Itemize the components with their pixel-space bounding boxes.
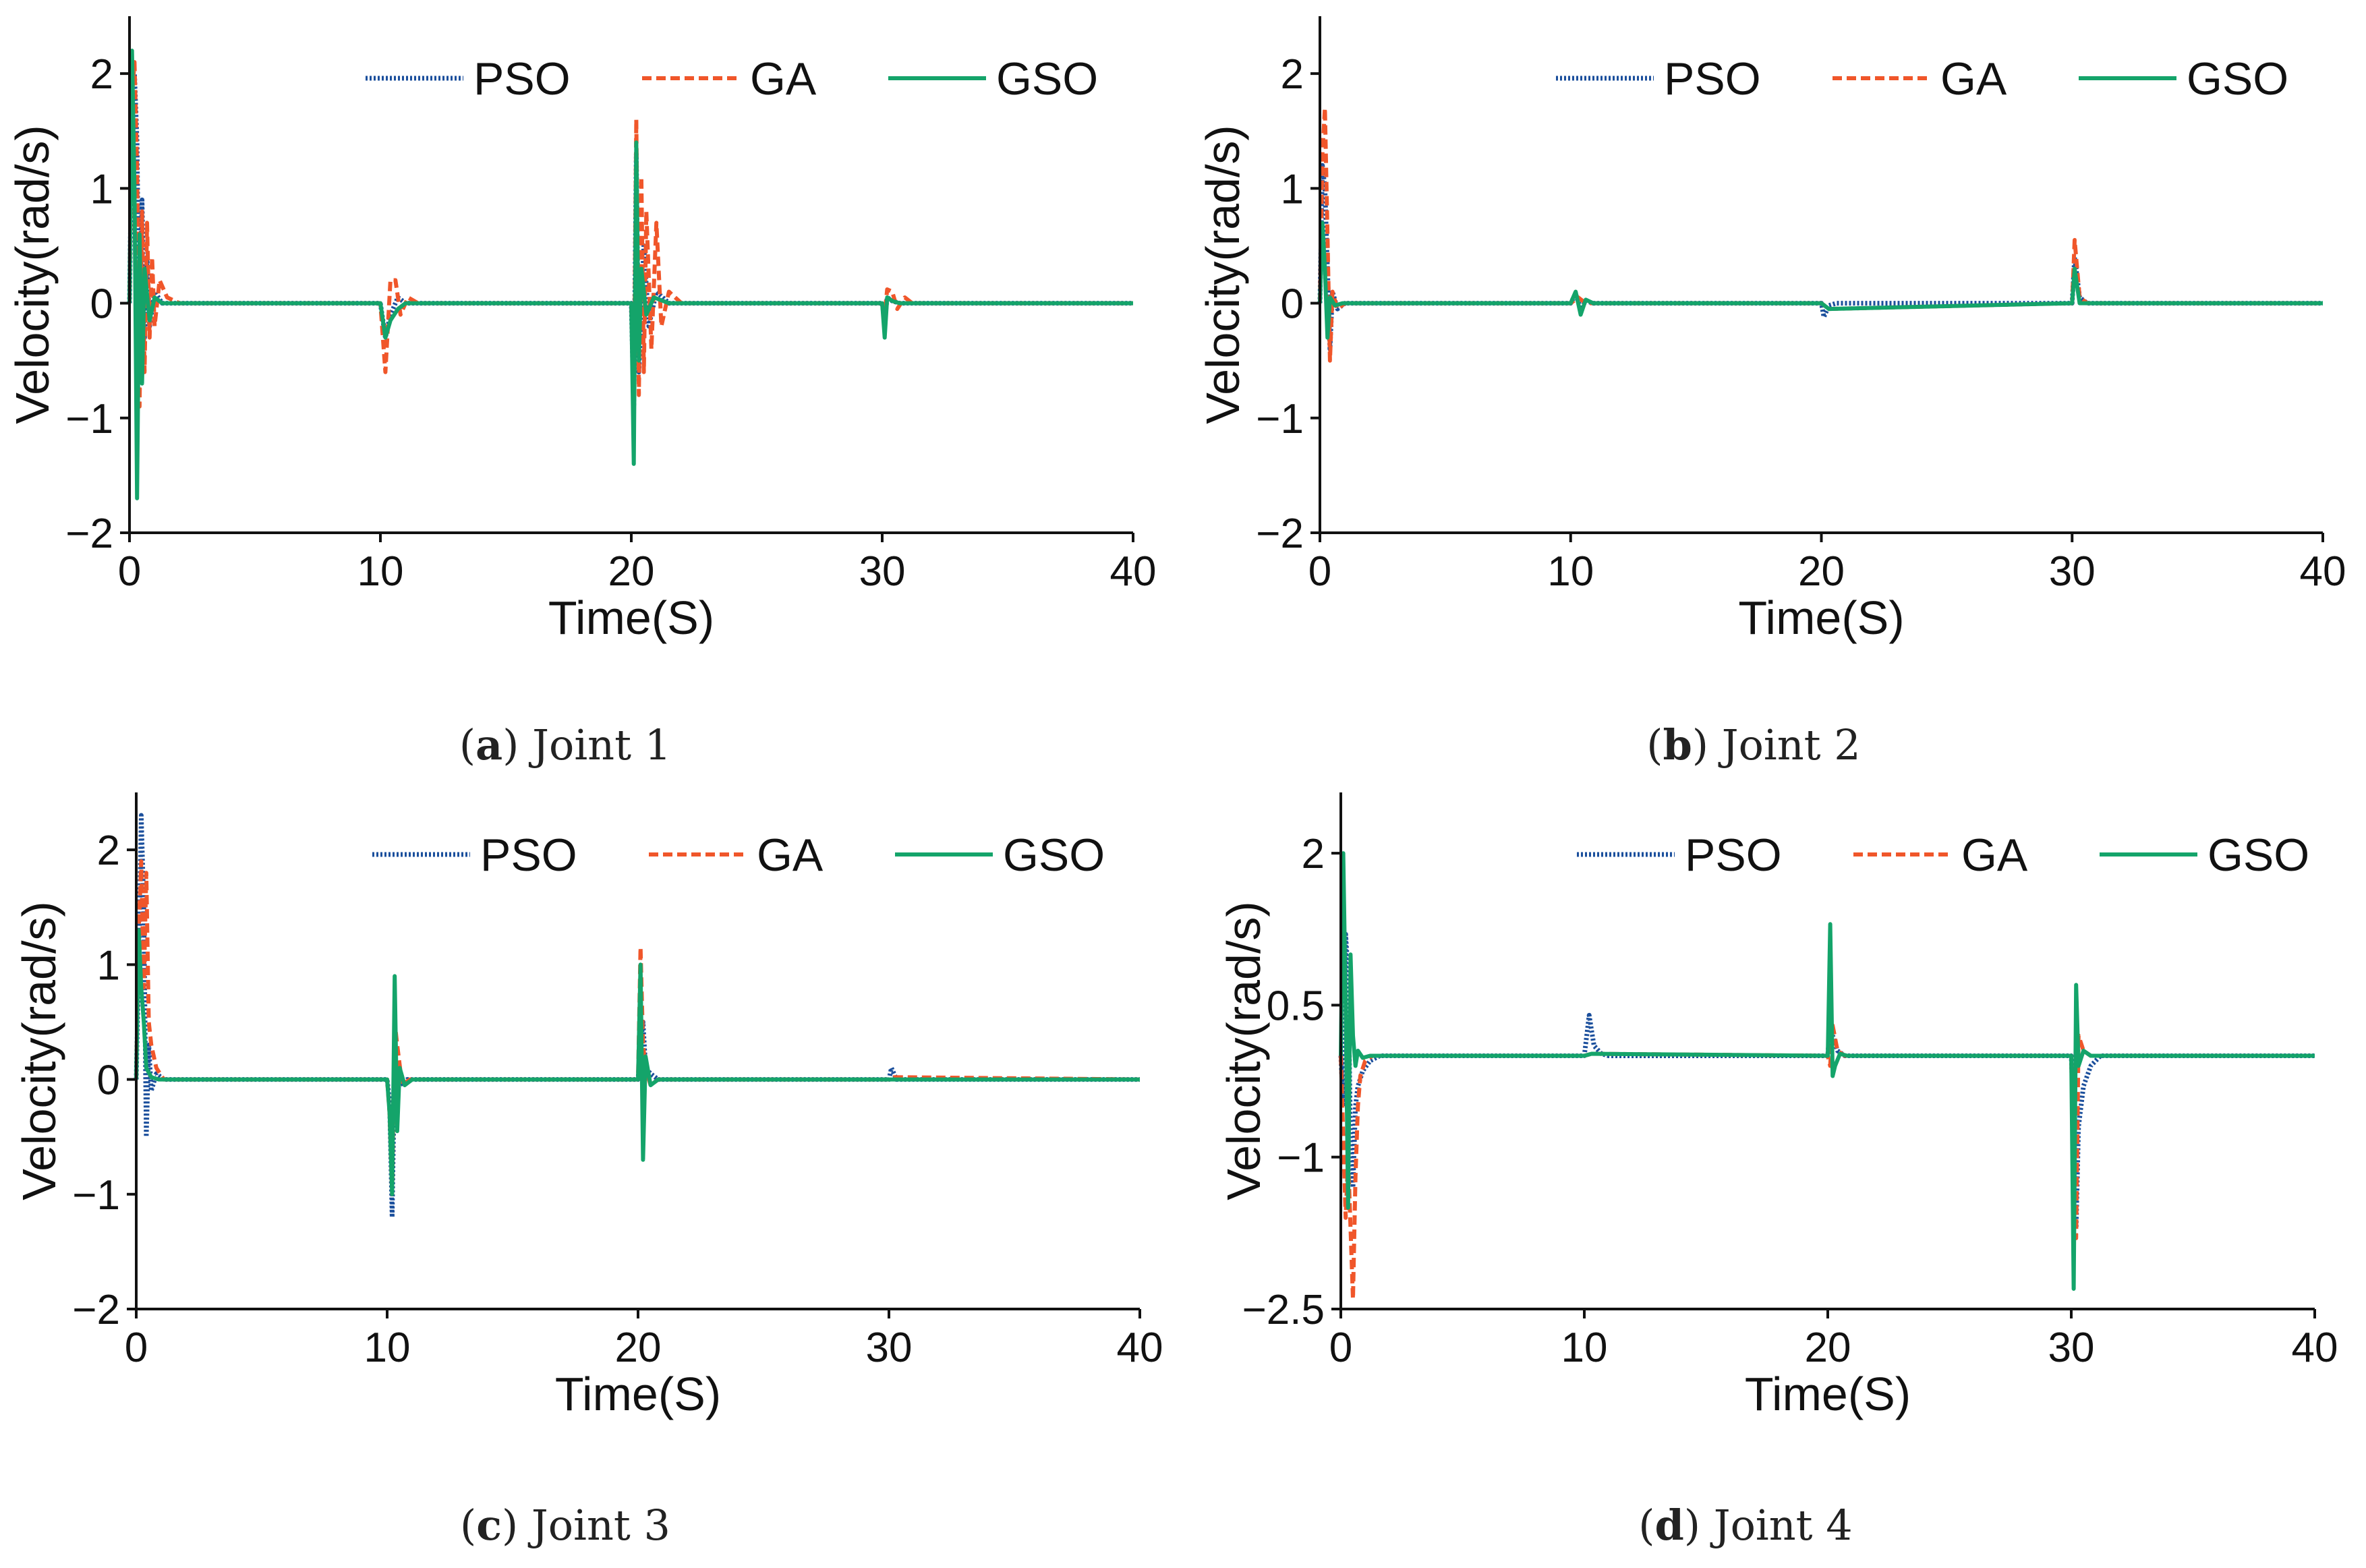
- legend-label-pso: PSO: [1685, 830, 1782, 881]
- y-tick-label: 0: [97, 1057, 120, 1104]
- series-line-gso: [134, 928, 1140, 1196]
- y-tick-label: 1: [97, 942, 120, 989]
- legend-label-pso: PSO: [473, 53, 571, 105]
- legend-label-pso: PSO: [480, 830, 577, 881]
- x-tick-label: 30: [859, 548, 906, 595]
- x-tick-label: 30: [866, 1325, 913, 1371]
- x-tick-label: 40: [2292, 1325, 2338, 1371]
- caption-text: Joint 2: [1708, 720, 1861, 770]
- y-tick-label: −2.5: [1242, 1287, 1325, 1333]
- x-tick-label: 0: [125, 1325, 148, 1371]
- caption-d: (d) Joint 4: [1638, 1501, 1853, 1550]
- y-tick-label: −2: [65, 511, 113, 557]
- series-line-ga: [1318, 106, 2323, 363]
- legend-label-pso: PSO: [1664, 53, 1761, 105]
- y-tick-label: 0.5: [1267, 983, 1325, 1029]
- x-tick-label: 20: [1805, 1325, 1851, 1371]
- caption-text: Joint 1: [519, 720, 672, 770]
- series-line-pso: [1317, 163, 2323, 352]
- y-tick-label: −1: [1277, 1135, 1325, 1182]
- x-tick-label: 20: [615, 1325, 662, 1371]
- caption-letter: b: [1663, 720, 1692, 770]
- y-axis-title: Velocity(rad/s): [13, 901, 65, 1200]
- x-axis-title: Time(S): [1745, 1368, 1911, 1420]
- caption-letter: d: [1654, 1501, 1684, 1550]
- series-line-gso: [1339, 851, 2315, 1291]
- y-axis-title: Velocity(rad/s): [1196, 125, 1249, 424]
- x-tick-label: 0: [1308, 548, 1331, 595]
- chart-panel-b: 0 10 20 30 40 −2 −1 0 1 2 Time(S) Velocity(rad/s) PS…: [1196, 16, 2346, 644]
- x-tick-label: 10: [364, 1325, 411, 1371]
- caption-text: Joint 3: [518, 1501, 670, 1550]
- caption-letter: a: [475, 720, 503, 770]
- x-tick-label: 30: [2048, 1325, 2095, 1371]
- x-tick-label: 40: [1110, 548, 1157, 595]
- x-tick-label: 40: [1117, 1325, 1163, 1371]
- caption-b: (b) Joint 2: [1646, 720, 1861, 770]
- chart-panel-c: 0 10 20 30 40 −2 −1 0 1 2 Time(S) Velocity(rad/s) PS…: [13, 792, 1163, 1420]
- chart-panel-a: 0 10 20 30 40 −2 −1 0 1 2 Time(S) Velocity(rad/s) PS…: [6, 16, 1156, 644]
- caption-c: (c) Joint 3: [460, 1501, 670, 1550]
- y-tick-label: 2: [1302, 831, 1325, 877]
- series-line-gso: [127, 49, 1133, 500]
- y-tick-label: −1: [72, 1172, 120, 1219]
- x-tick-label: 10: [1561, 1325, 1608, 1371]
- legend-label-ga: GA: [1940, 53, 2007, 105]
- legend-label-gso: GSO: [996, 53, 1098, 105]
- caption-text: Joint 4: [1700, 1501, 1853, 1550]
- x-tick-label: 10: [357, 548, 404, 595]
- y-tick-label: 2: [97, 827, 120, 874]
- caption-a: (a) Joint 1: [459, 720, 672, 770]
- y-tick-label: −1: [65, 396, 113, 442]
- caption-letter: c: [476, 1501, 502, 1550]
- legend-label-ga: GA: [750, 53, 817, 105]
- x-tick-label: 30: [2049, 548, 2096, 595]
- x-tick-label: 40: [2300, 548, 2346, 595]
- x-tick-label: 0: [118, 548, 141, 595]
- y-tick-label: −2: [72, 1287, 120, 1333]
- y-tick-label: −1: [1256, 396, 1304, 442]
- series-line-gso: [1318, 221, 2323, 340]
- y-axis-title: Velocity(rad/s): [1217, 901, 1270, 1200]
- legend-label-gso: GSO: [1003, 830, 1105, 881]
- x-tick-label: 10: [1547, 548, 1594, 595]
- series-line-pso: [1338, 931, 2315, 1231]
- x-axis-title: Time(S): [548, 591, 714, 644]
- y-tick-label: 0: [1281, 281, 1304, 328]
- y-tick-label: −2: [1256, 511, 1304, 557]
- x-tick-label: 20: [608, 548, 655, 595]
- chart-panel-d: 0 10 20 30 40 −2.5 −1 0.5 2 Time(S) Velocity(rad/s…: [1217, 792, 2338, 1420]
- legend-label-ga: GA: [1961, 830, 2028, 881]
- series-line-ga: [1339, 1023, 2315, 1301]
- y-tick-label: 2: [90, 51, 113, 98]
- y-tick-label: 1: [90, 166, 113, 212]
- x-axis-title: Time(S): [555, 1368, 721, 1420]
- y-tick-label: 1: [1281, 166, 1304, 212]
- x-tick-label: 0: [1329, 1325, 1352, 1371]
- x-tick-label: 20: [1798, 548, 1845, 595]
- y-tick-label: 2: [1281, 51, 1304, 98]
- y-axis-title: Velocity(rad/s): [6, 125, 59, 424]
- legend-label-gso: GSO: [2187, 53, 2288, 105]
- legend-label-gso: GSO: [2208, 830, 2309, 881]
- x-axis-title: Time(S): [1738, 591, 1904, 644]
- y-tick-label: 0: [90, 281, 113, 328]
- legend-label-ga: GA: [757, 830, 824, 881]
